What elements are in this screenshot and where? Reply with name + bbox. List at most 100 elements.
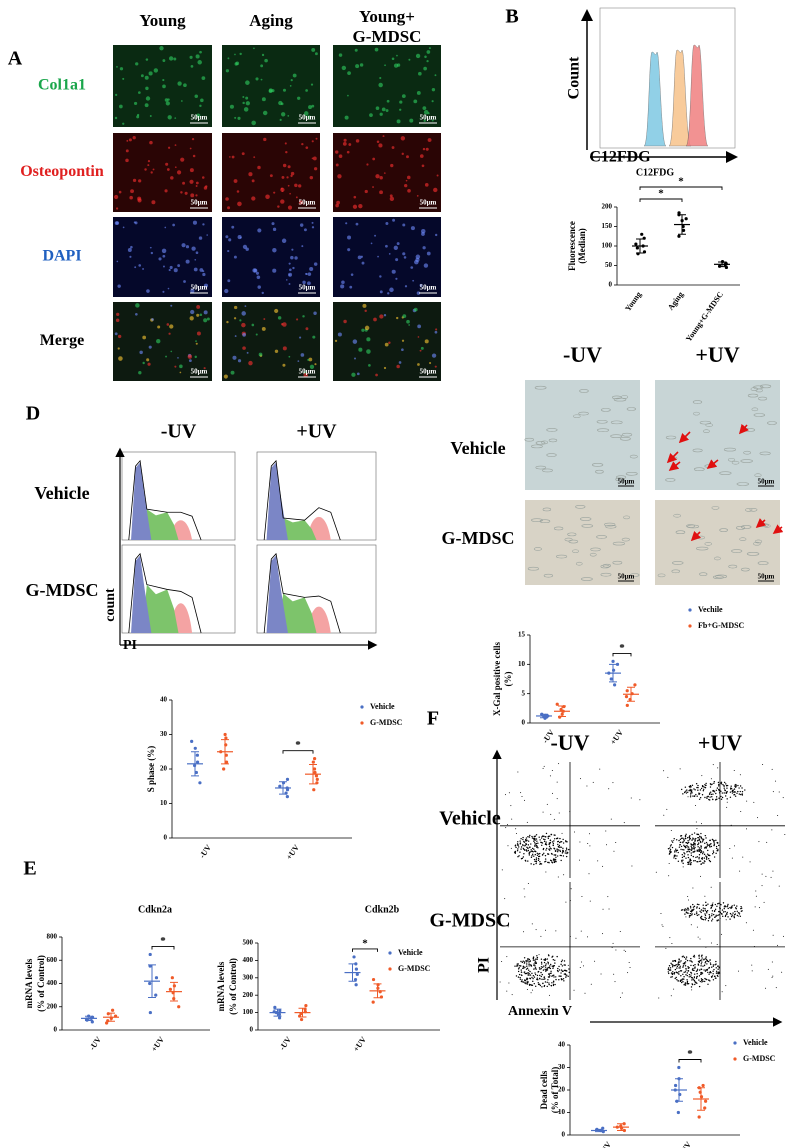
flow-event: [538, 852, 541, 855]
flow-event: [729, 848, 731, 850]
flow-event: [704, 784, 706, 786]
flow-event: [518, 973, 521, 976]
sd-bar: [540, 713, 548, 719]
micrograph-speck: [203, 318, 208, 323]
micrograph-speck: [398, 361, 402, 364]
flow-event: [530, 965, 533, 967]
flow-event: [710, 845, 713, 848]
micrograph-speck: [285, 150, 288, 154]
y-axis-label: mRNA levels: [216, 961, 226, 1011]
micrograph-speck: [392, 218, 396, 222]
micrograph-speck: [189, 179, 194, 184]
flow-event: [703, 862, 705, 864]
flow-event: [709, 786, 712, 788]
micrograph-speck: [419, 154, 424, 158]
micrograph-speck: [374, 234, 377, 237]
flow-event: [551, 982, 553, 984]
flow-event: [673, 838, 675, 840]
flow-event: [515, 828, 517, 830]
significance-label: *: [687, 1048, 693, 1060]
flow-event: [739, 914, 741, 916]
data-point: [613, 683, 617, 687]
flow-event: [717, 844, 720, 847]
flow-event: [772, 870, 774, 872]
micrograph-speck: [311, 140, 314, 143]
flow-event: [526, 839, 528, 842]
flow-event: [692, 964, 695, 967]
y-tick-label: 40: [160, 696, 168, 704]
data-point: [311, 760, 315, 764]
flow-event: [718, 797, 720, 799]
flow-event: [775, 987, 777, 989]
flow-event: [710, 906, 713, 909]
micrograph-speck: [164, 189, 168, 193]
flow-event: [529, 851, 532, 853]
flow-event: [551, 769, 553, 771]
row-label: Vehicle: [34, 483, 89, 503]
data-point: [195, 760, 200, 764]
flow-event: [684, 847, 687, 849]
cell: [610, 434, 623, 438]
micrograph-speck: [237, 359, 242, 363]
data-point: [223, 732, 227, 737]
sd-bar: [273, 1008, 282, 1017]
flow-event: [696, 906, 698, 908]
flow-event: [704, 860, 706, 863]
legend-label: Vehicle: [370, 702, 395, 711]
flow-event: [714, 964, 716, 966]
column-label: Young+: [359, 7, 415, 26]
micrograph-speck: [355, 222, 359, 226]
flow-event: [522, 981, 525, 983]
flow-event: [695, 912, 698, 915]
flow-event: [526, 967, 529, 970]
micrograph-speck: [423, 119, 426, 122]
flow-event: [573, 831, 575, 833]
data-point: [168, 987, 172, 991]
flow-event: [701, 838, 703, 840]
micrograph-speck: [426, 60, 429, 63]
micrograph-speck: [115, 221, 120, 225]
y-axis-label: (% of Control): [36, 955, 46, 1012]
flow-event: [553, 834, 555, 836]
flow-event: [701, 794, 704, 796]
flow-event: [715, 847, 718, 850]
row-label: Col1a1: [38, 77, 86, 94]
flow-event: [679, 980, 682, 983]
flow-event: [715, 914, 717, 916]
y-tick-label: 20: [160, 765, 168, 773]
flow-event: [562, 851, 564, 853]
micrograph-speck: [314, 363, 317, 366]
x-tick-label: +UV: [352, 1035, 369, 1054]
flow-event: [527, 969, 530, 971]
flow-event: [676, 965, 679, 968]
flow-event: [711, 798, 714, 800]
flow-event: [520, 974, 523, 976]
flow-event: [560, 972, 562, 974]
micrograph-speck: [203, 310, 208, 315]
flow-event: [612, 782, 614, 784]
micrograph-speck: [241, 322, 246, 328]
micrograph-speck: [347, 71, 351, 76]
micrograph-speck: [427, 138, 432, 142]
micrograph-speck: [368, 364, 371, 367]
micrograph-speck: [379, 290, 383, 294]
flow-event: [730, 914, 732, 916]
flow-event: [710, 966, 713, 968]
flow-event: [531, 837, 534, 839]
flow-event: [514, 852, 516, 854]
flow-event: [548, 976, 550, 978]
flow-event: [705, 910, 708, 913]
flow-event: [553, 848, 556, 850]
flow-event: [516, 843, 519, 845]
flow-event: [547, 961, 549, 964]
micrograph-speck: [282, 346, 287, 351]
micrograph-speck: [251, 120, 256, 126]
flow-event: [536, 974, 539, 977]
flow-event: [526, 961, 528, 963]
flow-event: [698, 985, 701, 988]
flow-event: [557, 876, 559, 878]
sd-bar: [373, 983, 382, 999]
sd-bar: [718, 261, 726, 268]
flow-event: [698, 798, 701, 801]
cell: [539, 519, 551, 524]
